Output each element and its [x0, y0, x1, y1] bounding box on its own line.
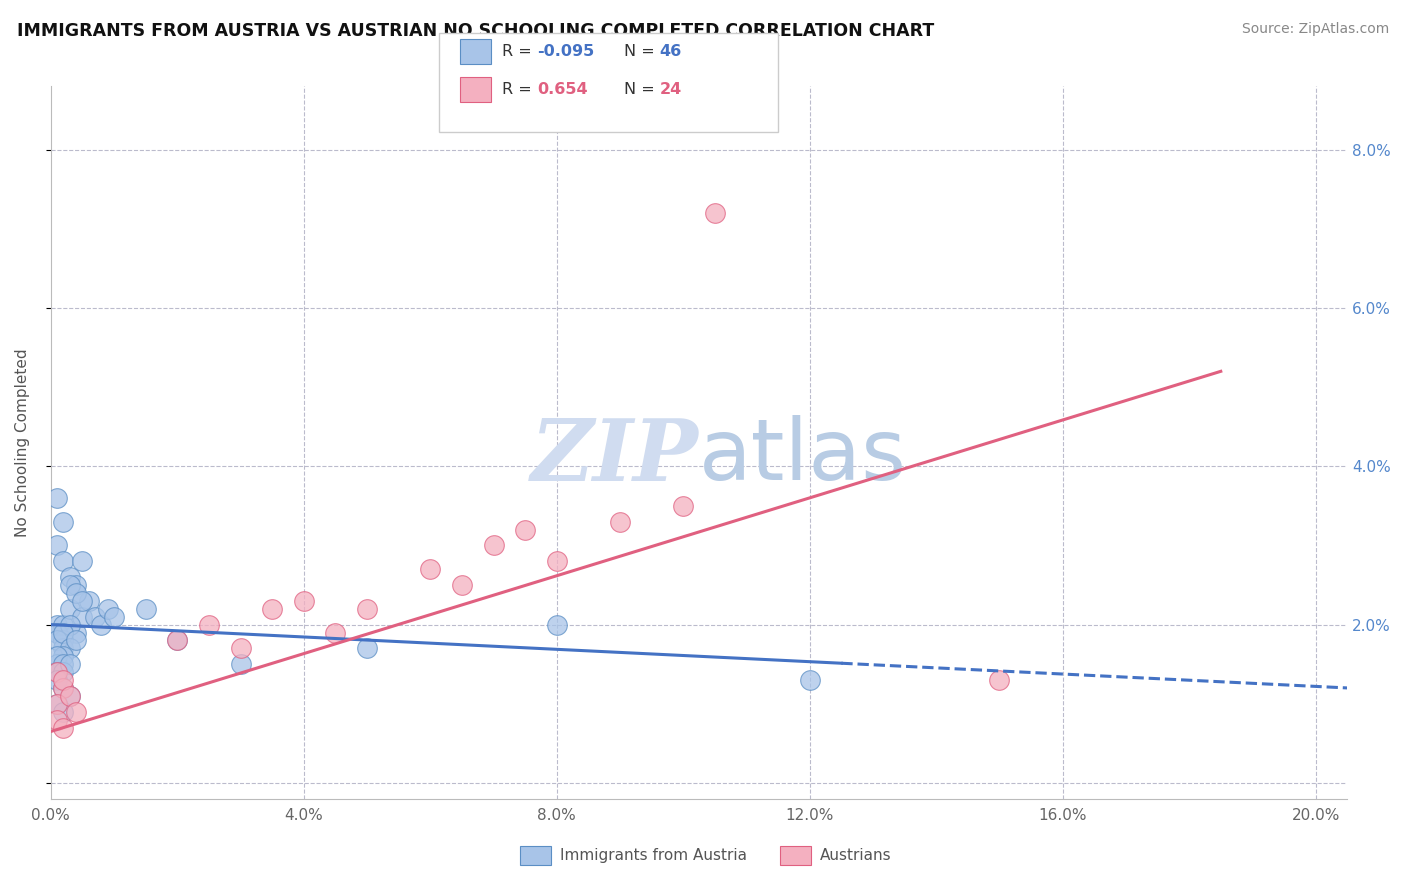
Point — [546, 554, 568, 568]
Point — [513, 523, 536, 537]
Text: N =: N = — [624, 45, 661, 59]
Point — [451, 578, 474, 592]
Point — [46, 625, 69, 640]
Point — [90, 617, 112, 632]
Text: N =: N = — [624, 82, 661, 96]
Point — [292, 594, 315, 608]
Point — [59, 689, 82, 703]
Point — [72, 609, 94, 624]
Text: R =: R = — [502, 45, 537, 59]
Point — [52, 681, 75, 695]
Point — [46, 673, 69, 687]
Point — [703, 206, 725, 220]
Point — [59, 657, 82, 672]
Point — [672, 499, 695, 513]
Point — [229, 641, 252, 656]
Point — [103, 609, 125, 624]
Point — [46, 539, 69, 553]
Point — [799, 673, 821, 687]
Point — [46, 617, 69, 632]
Point — [198, 617, 221, 632]
Text: atlas: atlas — [699, 416, 907, 499]
Text: 46: 46 — [659, 45, 682, 59]
Point — [166, 633, 188, 648]
Point — [97, 601, 120, 615]
Point — [46, 713, 69, 727]
Point — [419, 562, 441, 576]
Point — [52, 633, 75, 648]
Text: Immigrants from Austria: Immigrants from Austria — [560, 848, 747, 863]
Point — [65, 578, 87, 592]
Text: ZIP: ZIP — [531, 415, 699, 499]
Point — [356, 641, 378, 656]
Point — [65, 633, 87, 648]
Text: 24: 24 — [659, 82, 682, 96]
Point — [262, 601, 284, 615]
Text: IMMIGRANTS FROM AUSTRIA VS AUSTRIAN NO SCHOOLING COMPLETED CORRELATION CHART: IMMIGRANTS FROM AUSTRIA VS AUSTRIAN NO S… — [17, 22, 934, 40]
Point — [52, 625, 75, 640]
Point — [52, 681, 75, 695]
Point — [72, 594, 94, 608]
Point — [135, 601, 157, 615]
Point — [46, 657, 69, 672]
Point — [229, 657, 252, 672]
Text: Source: ZipAtlas.com: Source: ZipAtlas.com — [1241, 22, 1389, 37]
Point — [52, 554, 75, 568]
Point — [609, 515, 631, 529]
Point — [65, 705, 87, 719]
Point — [59, 578, 82, 592]
Point — [52, 657, 75, 672]
Point — [59, 570, 82, 584]
Text: Austrians: Austrians — [820, 848, 891, 863]
Point — [52, 617, 75, 632]
Point — [482, 539, 505, 553]
Point — [46, 697, 69, 711]
Point — [59, 601, 82, 615]
Point — [46, 649, 69, 664]
Point — [52, 665, 75, 679]
Point — [59, 617, 82, 632]
Point — [52, 641, 75, 656]
Point — [65, 625, 87, 640]
Point — [46, 491, 69, 505]
Point — [46, 665, 69, 679]
Text: R =: R = — [502, 82, 537, 96]
Point — [52, 673, 75, 687]
Point — [46, 633, 69, 648]
Point — [325, 625, 347, 640]
Point — [988, 673, 1011, 687]
Point — [546, 617, 568, 632]
Point — [65, 586, 87, 600]
Point — [72, 554, 94, 568]
Point — [52, 649, 75, 664]
Point — [84, 609, 107, 624]
Point — [52, 515, 75, 529]
Y-axis label: No Schooling Completed: No Schooling Completed — [15, 348, 30, 537]
Text: 0.654: 0.654 — [537, 82, 588, 96]
Point — [59, 689, 82, 703]
Point — [52, 721, 75, 735]
Point — [52, 705, 75, 719]
Point — [46, 697, 69, 711]
Point — [166, 633, 188, 648]
Point — [46, 665, 69, 679]
Point — [77, 594, 100, 608]
Text: -0.095: -0.095 — [537, 45, 595, 59]
Point — [356, 601, 378, 615]
Point — [59, 641, 82, 656]
